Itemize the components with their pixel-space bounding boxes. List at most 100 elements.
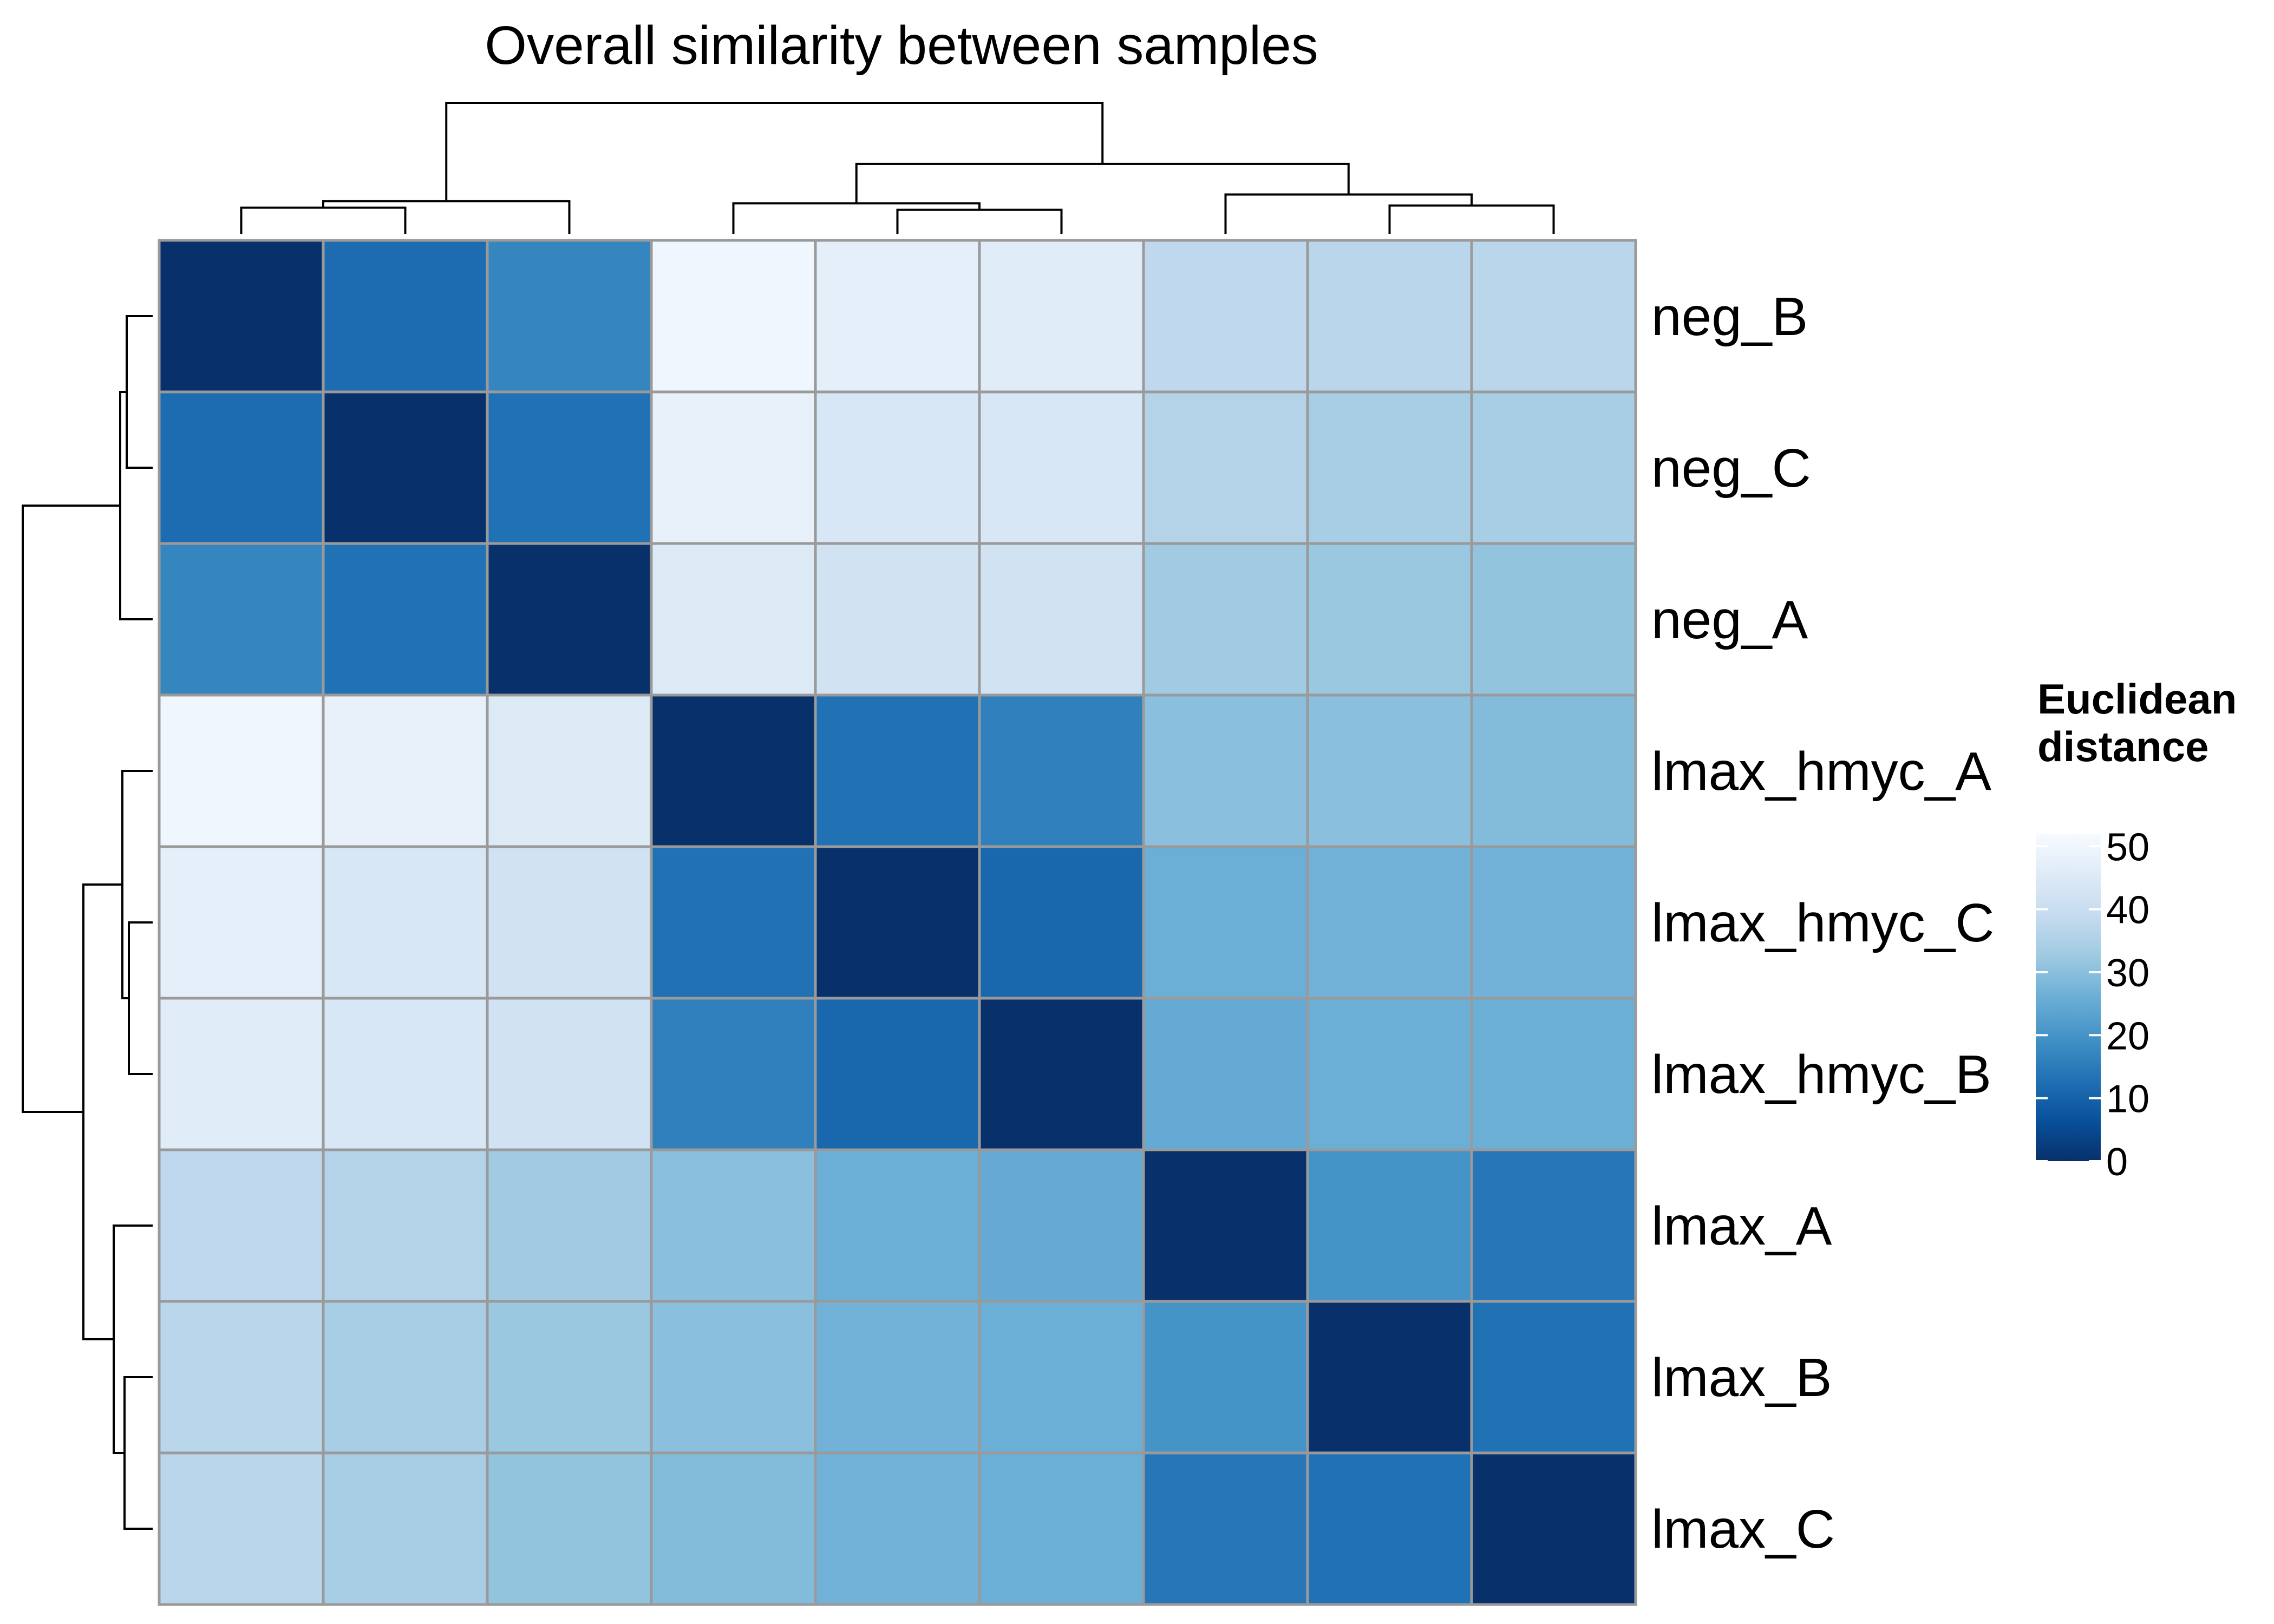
row-dendrogram-branch <box>128 921 153 1075</box>
heatmap-cell-neg_C-8 <box>1306 390 1473 545</box>
heatmap-cell-lmax_C-7 <box>1142 1451 1309 1606</box>
heatmap-cell-lmax_A-7 <box>1142 1148 1309 1303</box>
heatmap-cell-lmax_hmyc_C-4 <box>650 845 817 1000</box>
heatmap-cell-lmax_hmyc_C-2 <box>322 845 489 1000</box>
heatmap-cell-lmax_hmyc_A-7 <box>1142 693 1309 848</box>
heatmap-cell-neg_A-8 <box>1306 542 1473 697</box>
heatmap-cell-lmax_hmyc_B-9 <box>1470 997 1637 1151</box>
row-dendrogram-branch <box>119 391 153 620</box>
heatmap-cell-neg_B-6 <box>978 239 1145 394</box>
col-dendrogram-branch <box>1224 193 1473 234</box>
row-labels: neg_B neg_C neg_A lmax_hmyc_A lmax_hmyc_Clma… <box>1651 286 1995 1560</box>
heatmap-cells <box>158 239 1637 1606</box>
heatmap-cell-lmax_hmyc_C-9 <box>1470 845 1637 1000</box>
row-label-lmax_hmyc_A: lmax_hmyc_A <box>1651 741 1991 802</box>
heatmap-cell-lmax_hmyc_A-4 <box>650 693 817 848</box>
row-dendrogram-branch <box>121 770 153 999</box>
heatmap-cell-neg_C-4 <box>650 390 817 545</box>
heatmap-cell-neg_C-3 <box>486 390 653 545</box>
heatmap-cell-lmax_B-7 <box>1142 1300 1309 1455</box>
heatmap-cell-lmax_A-5 <box>814 1148 981 1303</box>
heatmap-cell-neg_B-9 <box>1470 239 1637 394</box>
heatmap-cell-lmax_hmyc_C-3 <box>486 845 653 1000</box>
row-dendrogram-branch <box>82 883 122 1340</box>
legend-tick-label: 0 <box>2106 1141 2128 1184</box>
heatmap-cell-lmax_hmyc_B-6 <box>978 997 1145 1151</box>
heatmap-cell-lmax_A-8 <box>1306 1148 1473 1303</box>
heatmap-cell-neg_B-4 <box>650 239 817 394</box>
heatmap-cell-neg_A-7 <box>1142 542 1309 697</box>
heatmap-cell-lmax_C-2 <box>322 1451 489 1606</box>
heatmap-cell-lmax_C-6 <box>978 1451 1145 1606</box>
heatmap-cell-lmax_hmyc_C-5 <box>814 845 981 1000</box>
heatmap-cell-neg_C-6 <box>978 390 1145 545</box>
heatmap-cell-lmax_A-2 <box>322 1148 489 1303</box>
heatmap-cell-neg_A-2 <box>322 542 489 697</box>
col-dendrogram-branch <box>240 206 407 234</box>
heatmap-cell-lmax_A-1 <box>158 1148 325 1303</box>
heatmap-cell-lmax_hmyc_A-6 <box>978 693 1145 848</box>
heatmap-cell-lmax_C-4 <box>650 1451 817 1606</box>
heatmap-cell-neg_A-3 <box>486 542 653 697</box>
legend-tick-label: 50 <box>2106 826 2149 869</box>
heatmap-cell-lmax_B-5 <box>814 1300 981 1455</box>
heatmap-cell-neg_A-1 <box>158 542 325 697</box>
row-dendrogram-branch <box>113 1224 153 1454</box>
heatmap-cell-neg_B-7 <box>1142 239 1309 394</box>
legend-tick-label: 30 <box>2106 952 2149 995</box>
heatmap-cell-lmax_hmyc_C-8 <box>1306 845 1473 1000</box>
heatmap-cell-lmax_B-3 <box>486 1300 653 1455</box>
heatmap-cell-lmax_hmyc_C-7 <box>1142 845 1309 1000</box>
heatmap-cell-neg_A-5 <box>814 542 981 697</box>
row-label-lmax_B: lmax_B <box>1651 1347 1832 1408</box>
heatmap-cell-neg_B-5 <box>814 239 981 394</box>
heatmap-cell-neg_B-2 <box>322 239 489 394</box>
heatmap-cell-neg_B-8 <box>1306 239 1473 394</box>
heatmap-cell-lmax_B-9 <box>1470 1300 1637 1455</box>
legend-title-line-2: distance <box>2037 723 2208 770</box>
heatmap-cell-lmax_hmyc_A-5 <box>814 693 981 848</box>
legend-tick-label: 40 <box>2106 889 2149 932</box>
heatmap-cell-lmax_C-5 <box>814 1451 981 1606</box>
heatmap-cell-lmax_C-3 <box>486 1451 653 1606</box>
heatmap-cell-neg_C-2 <box>322 390 489 545</box>
heatmap-cell-lmax_hmyc_C-6 <box>978 845 1145 1000</box>
heatmap-cell-neg_C-9 <box>1470 390 1637 545</box>
row-label-neg_A: neg_A <box>1651 590 1808 650</box>
heatmap-cell-lmax_hmyc_B-7 <box>1142 997 1309 1151</box>
heatmap-cell-lmax_hmyc_C-1 <box>158 845 325 1000</box>
heatmap-cell-lmax_hmyc_B-4 <box>650 997 817 1151</box>
row-label-neg_C: neg_C <box>1651 438 1811 499</box>
heatmap-cell-lmax_hmyc_A-2 <box>322 693 489 848</box>
legend-tick-label: 10 <box>2106 1078 2149 1121</box>
heatmap-cell-lmax_C-9 <box>1470 1451 1637 1606</box>
col-dendrogram-branch <box>1388 204 1555 234</box>
heatmap-cell-neg_C-7 <box>1142 390 1309 545</box>
heatmap-cell-lmax_B-2 <box>322 1300 489 1455</box>
row-dendrogram <box>22 315 153 1530</box>
heatmap-cell-lmax_hmyc_A-1 <box>158 693 325 848</box>
row-dendrogram-branch <box>22 505 120 1113</box>
col-dendrogram-branch <box>732 202 981 234</box>
row-dendrogram-branch <box>126 315 153 469</box>
legend-tick-label: 20 <box>2106 1014 2149 1058</box>
legend-ticks: 0 10 20 30 40 50 <box>2036 826 2149 1184</box>
heatmap-cell-lmax_A-3 <box>486 1148 653 1303</box>
heatmap-cell-neg_A-9 <box>1470 542 1637 697</box>
heatmap-cell-neg_C-1 <box>158 390 325 545</box>
row-dendrogram-branch <box>123 1376 153 1530</box>
heatmap-cell-lmax_hmyc_A-9 <box>1470 693 1637 848</box>
heatmap-cell-neg_B-1 <box>158 239 325 394</box>
heatmap-cell-lmax_B-8 <box>1306 1300 1473 1455</box>
heatmap-cell-lmax_hmyc_A-8 <box>1306 693 1473 848</box>
row-label-lmax_C: lmax_C <box>1651 1499 1835 1560</box>
column-dendrogram <box>240 102 1555 234</box>
heatmap-cell-lmax_A-4 <box>650 1148 817 1303</box>
row-label-neg_B: neg_B <box>1651 286 1808 347</box>
heatmap-cell-lmax_C-8 <box>1306 1451 1473 1606</box>
heatmap-cell-neg_A-4 <box>650 542 817 697</box>
heatmap-cell-lmax_hmyc_B-1 <box>158 997 325 1151</box>
col-dendrogram-branch <box>896 208 1063 234</box>
heatmap-cell-lmax_hmyc_B-5 <box>814 997 981 1151</box>
